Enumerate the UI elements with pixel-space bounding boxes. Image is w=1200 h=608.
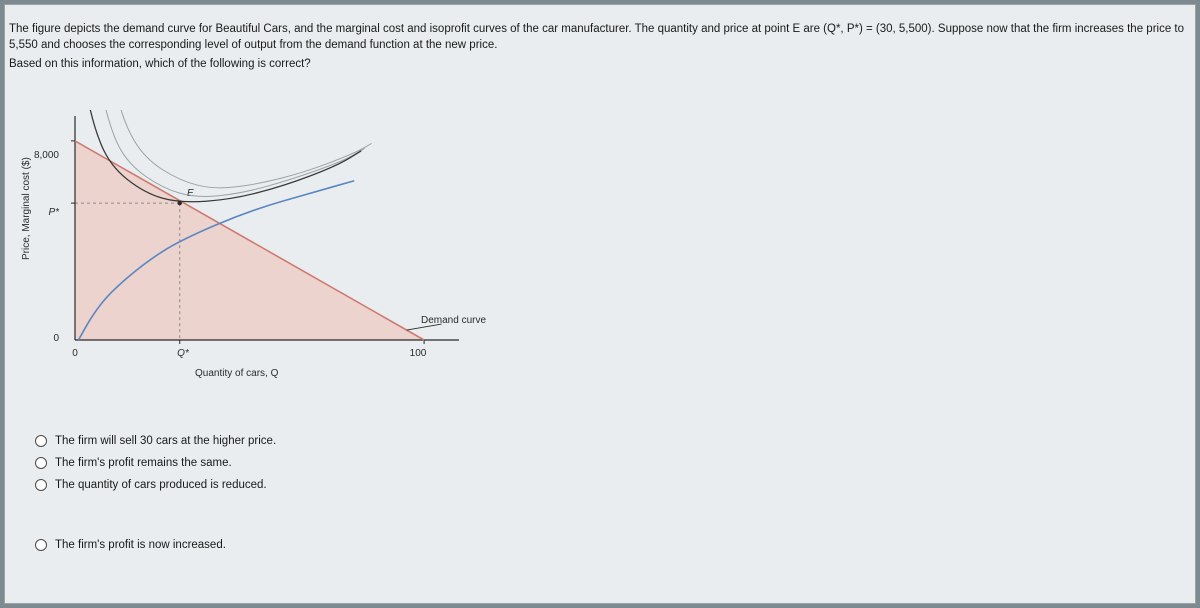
chart: Price, Marginal cost ($) 8,000 P* 0 0 Q*… <box>25 110 505 390</box>
x-axis-label: Quantity of cars, Q <box>195 368 278 379</box>
page-sheet: The figure depicts the demand curve for … <box>4 4 1196 604</box>
y-tick-label: 0 <box>23 333 59 344</box>
prompt-paragraph: The figure depicts the demand curve for … <box>9 22 1191 53</box>
option-label: The firm will sell 30 cars at the higher… <box>55 435 276 447</box>
chart-svg <box>65 110 465 350</box>
radio-icon[interactable] <box>35 539 47 551</box>
option-label: The quantity of cars produced is reduced… <box>55 479 267 491</box>
radio-icon[interactable] <box>35 457 47 469</box>
y-tick-label: P* <box>23 207 59 218</box>
option-row[interactable]: The firm will sell 30 cars at the higher… <box>35 435 276 447</box>
radio-icon[interactable] <box>35 479 47 491</box>
prompt-question: Based on this information, which of the … <box>9 57 1191 73</box>
answer-options: The firm will sell 30 cars at the higher… <box>35 435 276 561</box>
option-row[interactable]: The firm's profit is now increased. <box>35 539 276 551</box>
radio-icon[interactable] <box>35 435 47 447</box>
y-tick-label: 8,000 <box>23 150 59 161</box>
option-row[interactable]: The firm's profit remains the same. <box>35 457 276 469</box>
option-label: The firm's profit remains the same. <box>55 457 232 469</box>
option-row[interactable]: The quantity of cars produced is reduced… <box>35 479 276 491</box>
option-label: The firm's profit is now increased. <box>55 539 226 551</box>
question-prompt: The figure depicts the demand curve for … <box>9 22 1191 75</box>
